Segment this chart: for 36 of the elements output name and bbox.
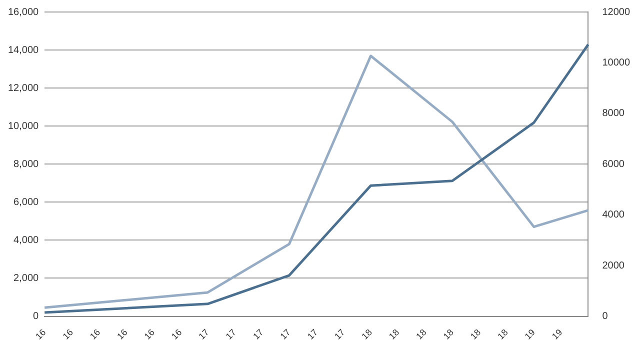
x-tick-label: 16 [142, 327, 156, 342]
y-tick-label: 4,000 [14, 234, 40, 246]
y-tick-label: 2,000 [14, 273, 40, 284]
y-tick-label: 12,000 [8, 82, 40, 94]
y2-tick-label: 4000 [602, 210, 625, 221]
x-tick-label: 18 [496, 327, 510, 342]
y2-tick-label: 10000 [602, 57, 630, 68]
x-tick-label: 16 [88, 327, 102, 342]
x-tick-label: 19 [522, 327, 538, 342]
x-tick-label: 17 [278, 327, 292, 342]
x-tick-label: 18 [468, 327, 483, 342]
y-tick-label: 8,000 [14, 158, 40, 170]
x-tick-label: 16 [115, 327, 130, 342]
x-tick-label: 17 [196, 327, 211, 342]
x-tick-label: 18 [386, 327, 402, 342]
y2-tick-label: 0 [602, 311, 608, 322]
x-tick-label: 19 [550, 327, 564, 342]
x-tick-label: 18 [360, 327, 374, 342]
y-tick-label: 14,000 [8, 44, 40, 56]
x-tick-label: 18 [414, 327, 428, 342]
x-tick-label: 18 [441, 327, 456, 342]
y2-tick-label: 12000 [602, 6, 630, 18]
x-tick-label: 17 [332, 327, 347, 342]
y2-tick-label: 2000 [602, 260, 625, 272]
x-tick-label: 16 [34, 327, 48, 342]
x-tick-label: 17 [305, 327, 320, 342]
x-tick-label: 17 [224, 327, 238, 342]
y-tick-label: 0 [33, 311, 40, 322]
y-tick-label: 6,000 [14, 196, 40, 208]
y-tick-label: 10,000 [8, 120, 40, 132]
x-tick-label: 16 [60, 327, 75, 342]
x-tick-label: 16 [170, 327, 184, 342]
y2-tick-label: 6000 [602, 158, 625, 170]
y-tick-label: 16,000 [8, 6, 40, 18]
y2-tick-label: 8000 [602, 108, 625, 120]
x-tick-label: 17 [251, 327, 266, 342]
